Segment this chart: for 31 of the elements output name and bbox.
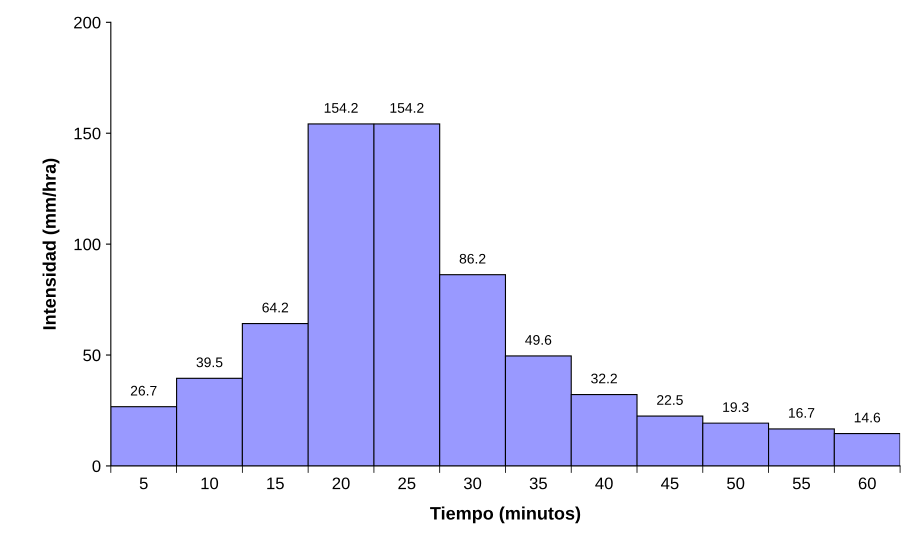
x-axis-title: Tiempo (minutos) — [430, 506, 580, 524]
y-axis-title: Intensidad (mm/hra) — [42, 158, 60, 330]
x-tick-label: 30 — [464, 477, 482, 490]
data-label: 14.6 — [854, 412, 880, 422]
data-label: 64.2 — [262, 302, 288, 312]
y-tick-label: 100 — [74, 238, 100, 250]
y-tick-label: 200 — [74, 16, 100, 29]
data-label: 22.5 — [657, 395, 683, 405]
data-label: 16.7 — [788, 408, 814, 418]
x-tick-label: 20 — [332, 477, 350, 490]
data-label: 154.2 — [390, 102, 424, 113]
data-label: 19.3 — [723, 402, 749, 412]
data-label: 49.6 — [525, 335, 552, 345]
data-label: 26.7 — [130, 386, 157, 396]
x-tick-label: 5 — [140, 478, 148, 490]
x-tick-label: 50 — [727, 477, 744, 490]
data-label: 32.2 — [591, 374, 617, 384]
x-tick-label: 55 — [792, 478, 810, 490]
data-label: 39.5 — [196, 357, 222, 368]
x-tick-label: 45 — [661, 478, 678, 490]
data-label: 154.2 — [324, 102, 358, 113]
x-tick-label: 15 — [267, 478, 284, 490]
y-tick-label: 50 — [83, 349, 100, 362]
y-tick-label: 0 — [92, 460, 100, 472]
x-tick-label: 60 — [858, 477, 876, 490]
x-tick-label: 40 — [595, 477, 613, 490]
x-tick-label: 35 — [530, 477, 547, 490]
data-label: 86.2 — [460, 254, 486, 264]
x-tick-label: 25 — [398, 477, 416, 490]
x-tick-label: 10 — [201, 477, 218, 490]
y-tick-label: 150 — [74, 128, 100, 140]
